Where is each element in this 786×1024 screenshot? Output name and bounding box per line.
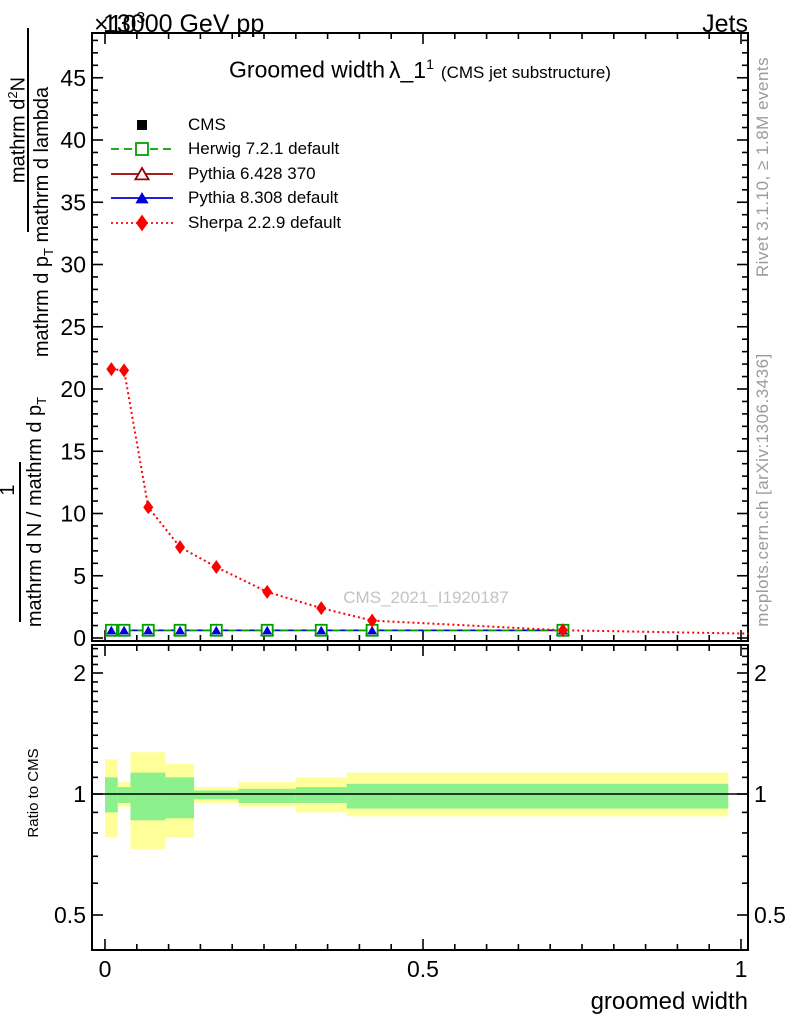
svg-text:2: 2 bbox=[754, 660, 767, 686]
ylabel-fraction-bar-top bbox=[27, 28, 29, 232]
ratio-ylabel: Ratio to CMS bbox=[25, 748, 42, 838]
svg-text:2: 2 bbox=[73, 660, 86, 686]
legend-item-sherpa-2-2-9-default: Sherpa 2.2.9 default bbox=[109, 210, 341, 235]
legend-marker-square-filled bbox=[137, 119, 147, 130]
jets-label: Jets bbox=[702, 10, 748, 38]
ratio-frame bbox=[91, 644, 749, 951]
svg-text:15: 15 bbox=[60, 438, 86, 464]
legend-marker-square-open bbox=[111, 142, 173, 156]
beam-energy-label: 13000 GeV pp bbox=[103, 10, 265, 38]
plot-title-text: Groomed width bbox=[229, 56, 386, 83]
plot-title: Groomed width λ_11 (CMS jet substructure) bbox=[140, 56, 700, 84]
watermark: CMS_2021_I1920187 bbox=[343, 588, 509, 607]
svg-text:1: 1 bbox=[754, 781, 767, 807]
legend-item-pythia-8-308-default: Pythia 8.308 default bbox=[109, 186, 338, 211]
svg-text:35: 35 bbox=[60, 189, 86, 215]
svg-text:0: 0 bbox=[99, 956, 112, 982]
ylabel-fraction-bar-bottom bbox=[19, 462, 21, 622]
legend-label: Pythia 6.428 370 bbox=[188, 163, 316, 183]
svg-text:25: 25 bbox=[60, 314, 86, 340]
series-line-sherpa-2-2-9-default bbox=[111, 368, 749, 635]
plot-title-lambda-sup: 1 bbox=[426, 56, 434, 72]
svg-text:0.5: 0.5 bbox=[407, 956, 439, 982]
legend-item-herwig-7-2-1-default: Herwig 7.2.1 default bbox=[109, 137, 339, 162]
svg-text:45: 45 bbox=[60, 65, 86, 91]
ratio-band-green bbox=[105, 772, 729, 821]
ylabel-numerator-d2n: mathrm d2N bbox=[5, 76, 30, 184]
mcplots-arxiv-note: mcplots.cern.ch [arXiv:1306.3436] bbox=[753, 353, 772, 627]
legend-marker-diamond-filled bbox=[111, 214, 173, 231]
legend-item-pythia-6-428-370: Pythia 6.428 370 bbox=[109, 161, 316, 186]
axis-ticks bbox=[92, 33, 748, 950]
legend-marker-triangle-filled bbox=[111, 192, 173, 204]
svg-text:0: 0 bbox=[73, 625, 86, 651]
svg-text:40: 40 bbox=[60, 127, 86, 153]
svg-text:0.5: 0.5 bbox=[754, 902, 786, 928]
svg-text:30: 30 bbox=[60, 252, 86, 278]
svg-text:5: 5 bbox=[73, 563, 86, 589]
series-markers-sherpa-2-2-9-default bbox=[106, 362, 568, 638]
xlabel: groomed width bbox=[590, 988, 748, 1015]
legend-label: CMS bbox=[188, 114, 226, 134]
legend-label: Sherpa 2.2.9 default bbox=[188, 212, 342, 232]
svg-text:1: 1 bbox=[735, 956, 748, 982]
svg-text:20: 20 bbox=[60, 376, 86, 402]
ylabel-denominator-dn-dpt: mathrm d N / mathrm d pT bbox=[24, 396, 49, 628]
axis-exponent: ×103 bbox=[94, 10, 146, 39]
main-frame bbox=[91, 32, 749, 642]
svg-text:0.5: 0.5 bbox=[54, 902, 86, 928]
rivet-version-note: Rivet 3.1.10, ≥ 1.8M events bbox=[753, 56, 772, 278]
svg-text:10: 10 bbox=[60, 501, 86, 527]
ylabel-numerator-one: 1 bbox=[0, 470, 21, 510]
legend-label: Pythia 8.308 default bbox=[188, 188, 339, 207]
legend-marker-triangle-open bbox=[111, 165, 173, 180]
legend-item-cms: CMS bbox=[109, 112, 226, 137]
svg-text:1: 1 bbox=[73, 781, 86, 807]
plot-title-paren: (CMS jet substructure) bbox=[440, 62, 611, 82]
plot-title-lambda: λ_1 bbox=[389, 56, 427, 83]
legend-label: Herwig 7.2.1 default bbox=[188, 139, 340, 158]
